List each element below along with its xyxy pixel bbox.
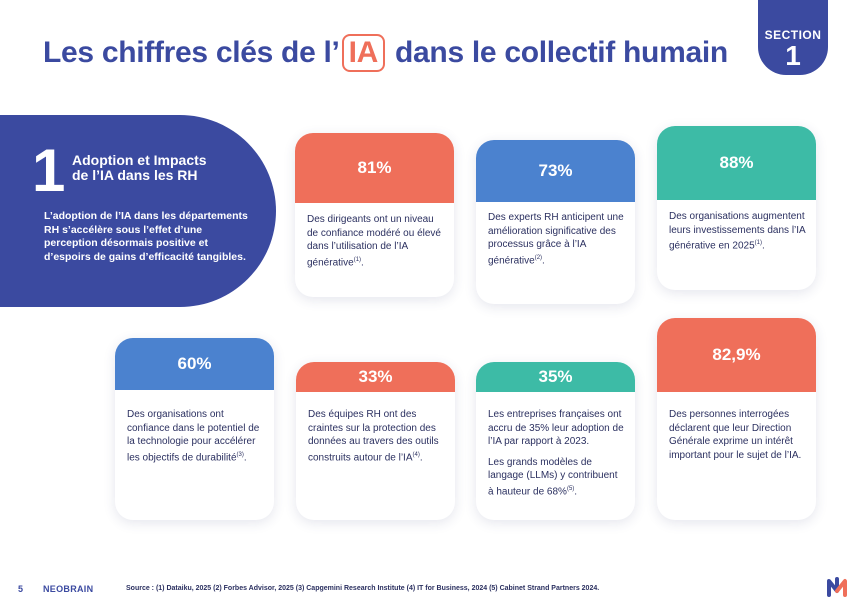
footnote-ref: (4) xyxy=(412,451,420,458)
stat-card-6: 35% Les entreprises françaises ont accru… xyxy=(476,362,635,520)
page-title: Les chiffres clés de l’ IA dans le collec… xyxy=(43,34,728,72)
stat-card-5-text: Des équipes RH ont des craintes sur la p… xyxy=(308,409,439,463)
stat-value: 73% xyxy=(538,161,573,180)
stat-value: 88% xyxy=(719,153,754,172)
stat-value: 35% xyxy=(538,367,573,386)
stat-card-1-header: 81% xyxy=(295,133,454,203)
stat-card-6-header: 35% xyxy=(476,362,635,392)
stat-card-6-text: Les entreprises françaises ont accru de … xyxy=(488,409,624,497)
stat-card-2-text: Des experts RH anticipent une améliorati… xyxy=(488,212,624,266)
section-badge: SECTION 1 xyxy=(758,0,828,75)
stat-value: 82,9% xyxy=(712,345,761,364)
stat-card-1: 81% Des dirigeants ont un niveau de conf… xyxy=(295,133,454,297)
stat-card-3: 88% Des organisations augmentent leurs i… xyxy=(657,126,816,290)
title-before: Les chiffres clés de l’ xyxy=(43,36,340,69)
stat-card-3-text: Des organisations augmentent leurs inves… xyxy=(669,211,806,252)
intro-heading: Adoption et Impacts de l’IA dans les RH xyxy=(72,152,207,183)
stat-card-4-header: 60% xyxy=(115,338,274,390)
intro-description: L’adoption de l’IA dans les départements… xyxy=(44,210,248,263)
stat-card-4: 60% Des organisations ont confiance dans… xyxy=(115,338,274,520)
stat-value: 81% xyxy=(357,158,392,177)
stat-card-2-header: 73% xyxy=(476,140,635,202)
stat-value: 60% xyxy=(177,354,212,373)
footnote-ref: (5) xyxy=(566,485,575,492)
section-number: 1 xyxy=(785,40,801,71)
neobrain-logo-icon xyxy=(827,577,847,597)
source-note: Source : (1) Dataiku, 2025 (2) Forbes Ad… xyxy=(126,585,600,592)
page-number: 5 xyxy=(18,584,24,594)
stat-card-5-header: 33% xyxy=(296,362,455,392)
footnote-ref: (2) xyxy=(534,254,543,261)
brand-name: NEOBRAIN xyxy=(43,584,94,594)
footnote-ref: (1) xyxy=(754,240,762,246)
stat-value: 33% xyxy=(358,367,393,386)
stat-card-7: 82,9% Des personnes interrogées déclaren… xyxy=(657,318,816,520)
stat-card-3-header: 88% xyxy=(657,126,816,200)
stat-card-2: 73% Des experts RH anticipent une amélio… xyxy=(476,140,635,304)
stat-card-1-text: Des dirigeants ont un niveau de confianc… xyxy=(307,214,441,268)
intro-number: 1 xyxy=(32,137,66,204)
footnote-ref: (1) xyxy=(353,256,362,263)
footnote-ref: (3) xyxy=(236,451,244,458)
intro-panel: 1 Adoption et Impacts de l’IA dans les R… xyxy=(0,115,276,307)
stat-card-4-text: Des organisations ont confiance dans le … xyxy=(127,409,260,463)
stat-card-5: 33% Des équipes RH ont des craintes sur … xyxy=(296,362,455,520)
stat-card-7-header: 82,9% xyxy=(657,318,816,392)
stat-card-7-text: Des personnes interrogées déclarent que … xyxy=(669,409,802,461)
title-after: dans le collectif humain xyxy=(386,36,728,69)
section-label: SECTION xyxy=(764,28,822,42)
title-highlight: IA xyxy=(341,34,385,72)
